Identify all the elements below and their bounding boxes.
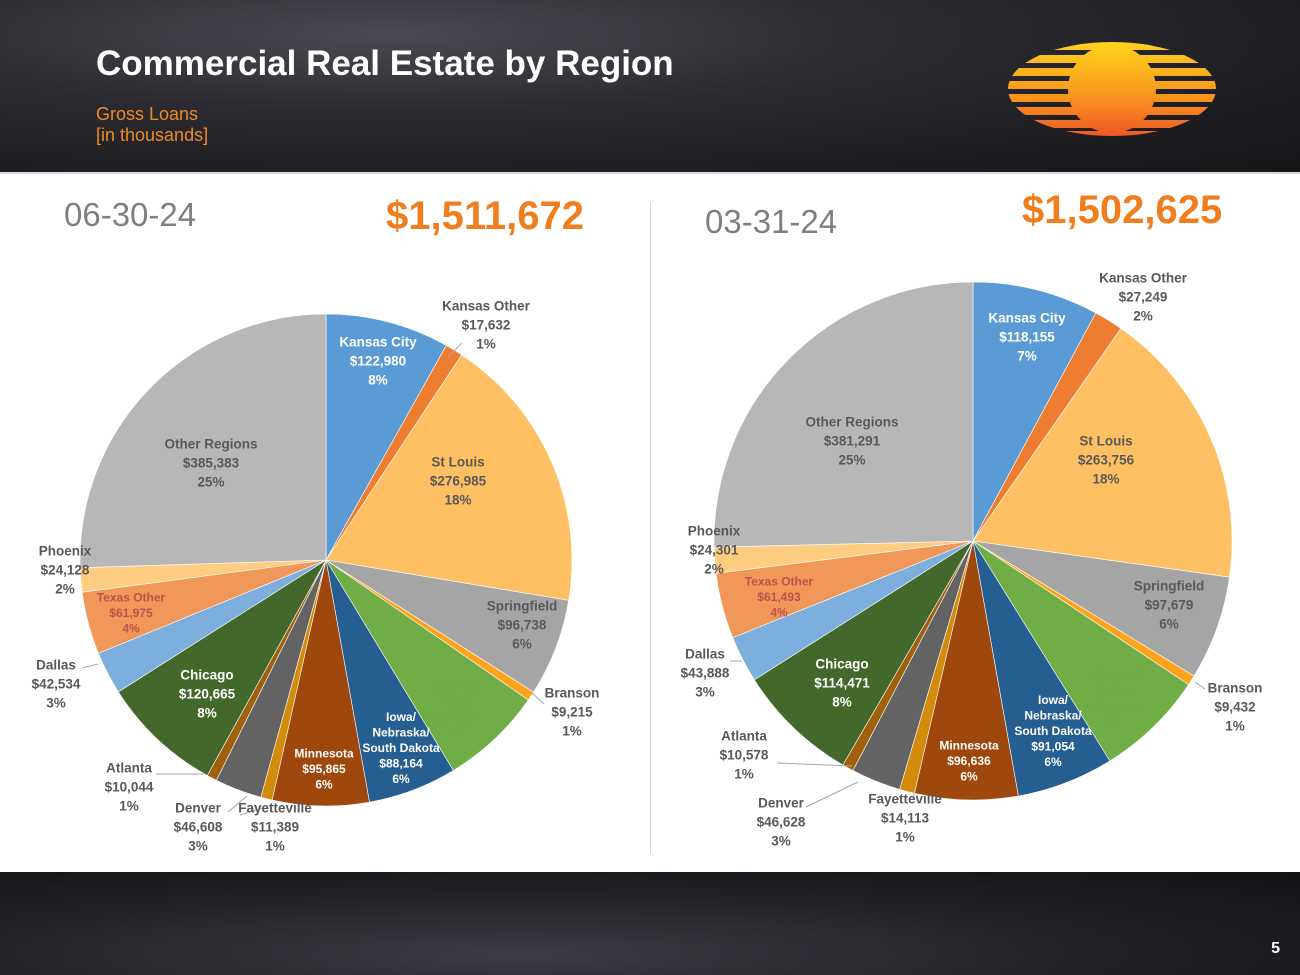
- data-label-jun-minnesota: Minnesota $95,865 6%: [294, 747, 354, 792]
- data-label-mar-atlanta: Atlanta $10,578 1%: [720, 729, 769, 782]
- company-logo: [1008, 42, 1216, 136]
- data-label-mar-fayetteville: Fayetteville $14,113 1%: [868, 792, 942, 845]
- data-label-jun-missouri-other: Missouri Other $101,367 7%: [431, 679, 481, 740]
- data-label-mar-denver: Denver $46,628 3%: [757, 796, 806, 849]
- page-number: 5: [1271, 940, 1280, 957]
- data-label-mar-texas-other: Texas Other $61,493 4%: [745, 575, 814, 620]
- data-label-jun-dallas: Dallas $42,534 3%: [32, 658, 81, 711]
- data-label-mar-chicago: Chicago $114,471 8%: [814, 657, 870, 710]
- subtitle-line-1: Gross Loans: [96, 104, 199, 124]
- data-label-mar-missouri-other: Missouri Other $101,901 7%: [1092, 669, 1142, 730]
- panel-divider: [650, 202, 651, 854]
- data-label-jun-other-regions: Other Regions $385,383 25%: [164, 437, 257, 490]
- data-label-mar-springfield: Springfield $97,679 6%: [1134, 579, 1205, 632]
- data-label-jun-kansas-other: Kansas Other $17,632 1%: [442, 299, 531, 352]
- leader-line-jun-denver: [227, 795, 248, 813]
- data-label-mar-kansas-other: Kansas Other $27,249 2%: [1099, 271, 1188, 324]
- data-label-jun-texas-other: Texas Other $61,975 4%: [97, 591, 166, 636]
- data-label-jun-chicago: Chicago $120,665 8%: [179, 668, 236, 721]
- data-label-jun-kansas-city: Kansas City $122,980 8%: [339, 335, 417, 388]
- date-label-jun: 06-30-24: [64, 196, 197, 233]
- data-label-jun-atlanta: Atlanta $10,044 1%: [105, 761, 154, 814]
- leader-line-mar-atlanta: [776, 762, 853, 767]
- page-title: Commercial Real Estate by Region: [96, 44, 674, 83]
- data-label-jun-st-louis: St Louis $276,985 18%: [430, 455, 487, 508]
- footer-background: [0, 872, 1300, 975]
- data-label-jun-springfield: Springfield $96,738 6%: [487, 599, 558, 652]
- leader-line-jun-dallas: [81, 663, 99, 669]
- leader-line-jun-branson: [531, 692, 545, 705]
- data-label-mar-minnesota: Minnesota $96,636 6%: [939, 739, 999, 784]
- date-label-mar: 03-31-24: [705, 203, 838, 240]
- data-label-jun-phoenix: Phoenix $24,128 2%: [39, 544, 92, 597]
- total-mar: $1,502,625: [1022, 188, 1223, 232]
- subtitle-line-2: [in thousands]: [96, 125, 209, 145]
- data-label-jun-branson: Branson $9,215 1%: [545, 686, 600, 739]
- leader-line-mar-branson: [1194, 681, 1206, 690]
- subtitle: Gross Loans [in thousands]: [96, 104, 208, 146]
- data-label-mar-iowa-nebraska-south-dakota: Iowa/Nebraska/South Dakota $91,054 6%: [1014, 693, 1092, 769]
- data-label-mar-other-regions: Other Regions $381,291 25%: [805, 415, 898, 468]
- pie-slice-mar-chicago: [753, 540, 974, 766]
- data-label-mar-kansas-city: Kansas City $118,155 7%: [988, 311, 1066, 364]
- leader-line-mar-denver: [805, 781, 859, 808]
- pie-slice-mar-other-regions: [713, 281, 974, 548]
- leader-line-jun-kansas-other: [447, 342, 463, 358]
- data-label-jun-fayetteville: Fayetteville $11,389 1%: [238, 801, 312, 854]
- data-label-mar-dallas: Dallas $43,888 3%: [681, 647, 730, 700]
- pie-slice-jun-chicago: [117, 559, 327, 776]
- data-label-mar-st-louis: St Louis $263,756 18%: [1078, 434, 1135, 487]
- pie-slice-mar-st-louis: [972, 327, 1233, 578]
- leader-line-jun-fayetteville: [239, 807, 263, 816]
- pie-slice-jun-st-louis: [325, 354, 573, 601]
- data-label-jun-denver: Denver $46,608 3%: [174, 801, 223, 854]
- total-jun: $1,511,672: [386, 194, 584, 238]
- pie-slice-mar-kansas-city: [972, 281, 1097, 542]
- pie-slice-jun-kansas-city: [325, 313, 447, 562]
- pie-slice-jun-other-regions: [79, 313, 327, 568]
- pie-slice-mar-missouri-other: [972, 540, 1189, 762]
- data-label-mar-branson: Branson $9,432 1%: [1208, 681, 1263, 734]
- data-label-jun-iowa-nebraska-south-dakota: Iowa/Nebraska/South Dakota $88,164 6%: [362, 710, 440, 786]
- data-label-mar-phoenix: Phoenix $24,301 2%: [688, 524, 741, 577]
